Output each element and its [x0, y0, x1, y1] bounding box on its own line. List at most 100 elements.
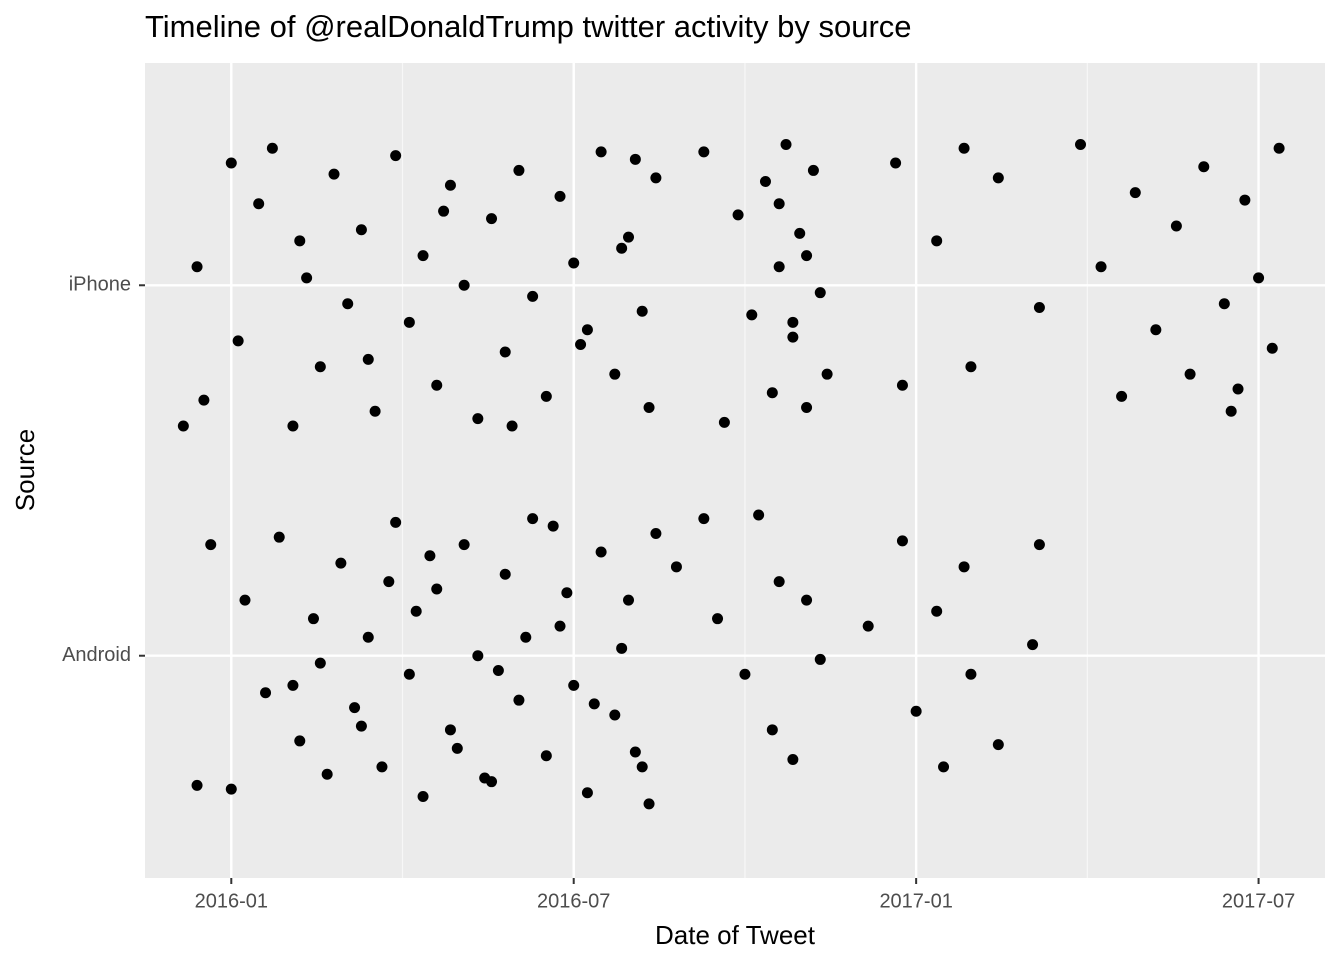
- point: [424, 550, 436, 562]
- point: [958, 561, 970, 573]
- point: [260, 687, 272, 699]
- point: [801, 594, 813, 606]
- point: [527, 513, 539, 525]
- point: [1170, 220, 1182, 232]
- point: [554, 620, 566, 632]
- point: [232, 335, 244, 347]
- point: [616, 642, 628, 654]
- point: [931, 605, 943, 617]
- point: [355, 720, 367, 732]
- point: [547, 520, 559, 532]
- point: [629, 153, 641, 165]
- point: [287, 420, 299, 432]
- point: [451, 742, 463, 754]
- point: [670, 561, 682, 573]
- point: [787, 316, 799, 328]
- point: [198, 394, 210, 406]
- point: [931, 235, 943, 247]
- point: [862, 620, 874, 632]
- y-tick-label: iPhone: [69, 274, 131, 296]
- point: [383, 576, 395, 588]
- point: [581, 787, 593, 799]
- point: [458, 539, 470, 551]
- point: [1239, 194, 1251, 206]
- point: [890, 157, 902, 169]
- point: [629, 746, 641, 758]
- point: [643, 402, 655, 414]
- point: [506, 420, 518, 432]
- point: [712, 613, 724, 625]
- point: [650, 172, 662, 184]
- point: [787, 753, 799, 765]
- point: [328, 168, 340, 180]
- point: [321, 768, 333, 780]
- point: [513, 694, 525, 706]
- point: [575, 339, 587, 351]
- point: [773, 198, 785, 210]
- point: [513, 164, 525, 176]
- point: [698, 146, 710, 158]
- point: [1232, 383, 1244, 395]
- point: [342, 298, 354, 310]
- point: [444, 724, 456, 736]
- point: [266, 142, 278, 154]
- point: [1129, 187, 1141, 199]
- point: [718, 416, 730, 428]
- point: [390, 150, 402, 162]
- point: [191, 779, 203, 791]
- point: [787, 331, 799, 343]
- point: [273, 531, 285, 543]
- point: [349, 702, 361, 714]
- point: [472, 413, 484, 425]
- point: [191, 261, 203, 273]
- point: [253, 198, 265, 210]
- point: [369, 405, 381, 417]
- point: [540, 390, 552, 402]
- point: [759, 176, 771, 188]
- point: [479, 772, 491, 784]
- chart-title: Timeline of @realDonaldTrump twitter act…: [145, 9, 912, 44]
- point: [225, 157, 237, 169]
- point: [896, 535, 908, 547]
- point: [992, 172, 1004, 184]
- point: [1253, 272, 1265, 284]
- x-tick-label: 2016-01: [195, 890, 268, 912]
- point: [1198, 161, 1210, 173]
- point: [431, 379, 443, 391]
- point: [444, 179, 456, 191]
- point: [1095, 261, 1107, 273]
- point: [438, 205, 450, 217]
- point: [773, 261, 785, 273]
- point: [807, 164, 819, 176]
- point: [732, 209, 744, 221]
- point: [780, 139, 792, 150]
- point: [527, 290, 539, 302]
- point: [410, 605, 422, 617]
- point: [794, 227, 806, 239]
- point: [636, 305, 648, 317]
- point: [609, 368, 621, 380]
- y-tick-label: Android: [62, 644, 131, 666]
- point: [355, 224, 367, 236]
- point: [307, 613, 319, 625]
- point: [595, 146, 607, 158]
- point: [499, 346, 511, 358]
- point: [650, 527, 662, 539]
- point: [958, 142, 970, 154]
- point: [225, 783, 237, 795]
- point: [458, 279, 470, 291]
- point: [1033, 302, 1045, 313]
- point: [376, 761, 388, 773]
- plot-panel: [145, 63, 1325, 878]
- point: [568, 257, 580, 269]
- point: [938, 761, 950, 773]
- point: [1225, 405, 1237, 417]
- point: [698, 513, 710, 525]
- point: [177, 420, 189, 432]
- point: [403, 668, 415, 680]
- point: [486, 213, 498, 225]
- point: [766, 724, 778, 736]
- point: [588, 698, 600, 710]
- point: [362, 353, 374, 365]
- point: [753, 509, 765, 521]
